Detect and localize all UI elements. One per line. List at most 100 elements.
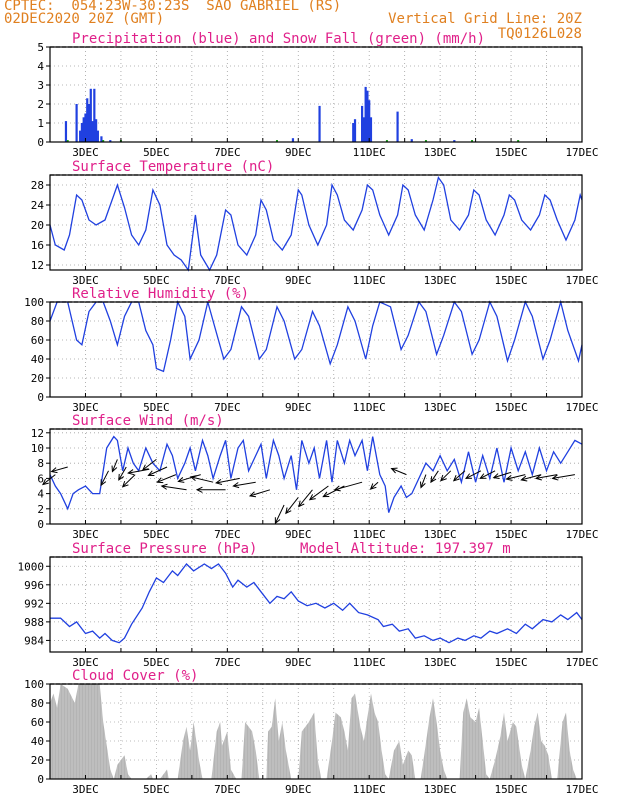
precip-bar [93, 88, 96, 142]
wind-vector [493, 471, 512, 479]
x-tick-label: 17DEC [565, 146, 598, 159]
y-tick-label: 2 [37, 503, 44, 516]
wind-vector [298, 489, 313, 507]
panel-subtitle: Model Altitude: 197.397 m [300, 541, 511, 557]
x-tick-label: 9DEC [285, 783, 312, 796]
y-tick-label: 0 [37, 136, 44, 149]
precip-bar [453, 140, 456, 142]
x-tick-label: 7DEC [214, 401, 241, 414]
wind-vector-head [534, 474, 542, 481]
y-tick-label: 100 [24, 678, 44, 691]
precip-bar [361, 105, 364, 142]
x-tick-label: 5DEC [143, 401, 170, 414]
panel-frame [49, 301, 583, 398]
y-tick-label: 28 [31, 179, 44, 192]
wind-vector [148, 466, 168, 476]
wind-vector-head [452, 474, 460, 482]
y-tick-label: 20 [31, 372, 44, 385]
x-tick-label: 7DEC [214, 274, 241, 287]
panel-frame [49, 556, 583, 653]
wind-vector-head [42, 478, 49, 486]
x-tick-label: 15DEC [495, 656, 528, 669]
wind-vector-head [121, 480, 129, 488]
panel-title: Cloud Cover (%) [72, 668, 198, 684]
header-code: TQ0126L028 [497, 26, 582, 42]
y-tick-label: 20 [31, 754, 44, 767]
wind-vector-head [333, 485, 341, 492]
wind-vector-head [127, 469, 135, 476]
precip-bar [369, 117, 373, 142]
x-tick-label: 17DEC [565, 401, 598, 414]
series-line-temp [49, 175, 583, 272]
y-tick-label: 40 [31, 735, 44, 748]
x-tick-label: 13DEC [424, 146, 457, 159]
precip-bar [368, 100, 371, 142]
y-tick-label: 0 [37, 391, 44, 404]
precip-bar [352, 123, 355, 142]
wind-vector-head [298, 500, 305, 508]
y-tick-label: 60 [31, 716, 44, 729]
snow-bar [275, 140, 278, 142]
y-tick-label: 4 [37, 60, 44, 73]
precip-bar [80, 123, 84, 142]
precip-bar [410, 139, 413, 142]
precip-bar [318, 105, 321, 142]
wind-vector-head [308, 494, 316, 501]
x-tick-label: 3DEC [72, 656, 99, 669]
wind-vector-head [156, 477, 164, 484]
x-tick-label: 5DEC [143, 656, 170, 669]
series-line-rh [49, 299, 583, 373]
header-grid-note: Vertical Grid Line: 20Z [388, 11, 582, 27]
snow-bar [385, 140, 388, 142]
x-tick-label: 11DEC [353, 528, 386, 541]
snow-bar [471, 140, 474, 142]
y-tick-label: 6 [37, 472, 44, 485]
wind-vector-head [177, 476, 185, 483]
x-tick-label: 3DEC [72, 401, 99, 414]
wind-vector [100, 470, 109, 486]
x-tick-label: 15DEC [495, 274, 528, 287]
y-tick-label: 1 [37, 117, 44, 130]
x-tick-label: 13DEC [424, 783, 457, 796]
y-tick-label: 12 [31, 259, 44, 272]
wind-vector [128, 468, 150, 474]
wind-vector [334, 481, 363, 491]
wind-vector [178, 474, 201, 482]
wind-vector [309, 485, 329, 501]
series-line-pres [50, 563, 583, 644]
wind-vector [465, 470, 482, 479]
precip-bar [96, 130, 99, 142]
precip-bar [82, 117, 85, 142]
panel-title: Surface Pressure (hPa) [72, 541, 257, 557]
precip-bar [79, 130, 82, 142]
wind-vector [420, 474, 427, 488]
wind-vector-head [440, 474, 447, 482]
y-tick-label: 5 [37, 41, 44, 54]
x-tick-label: 9DEC [285, 146, 312, 159]
wind-vector-head [50, 467, 58, 474]
x-tick-label: 3DEC [72, 274, 99, 287]
panel-frame [49, 174, 583, 271]
panel-pres: Surface Pressure (hPa) Model Altitude: 19… [18, 541, 599, 669]
y-tick-label: 20 [31, 219, 44, 232]
precip-bar [91, 121, 94, 142]
wind-vector-head [232, 482, 240, 489]
wind-vector [506, 474, 526, 480]
wind-vector [274, 504, 285, 524]
x-tick-label: 7DEC [214, 528, 241, 541]
snow-bar [102, 140, 105, 142]
wind-vector [233, 481, 256, 487]
header-station: CPTEC: 054:23W-30:23S SAO GABRIEL (RS) [4, 0, 342, 14]
x-tick-label: 13DEC [424, 401, 457, 414]
y-tick-label: 80 [31, 315, 44, 328]
y-tick-label: 0 [37, 773, 44, 786]
x-tick-label: 17DEC [565, 783, 598, 796]
wind-vector [535, 474, 558, 479]
wind-vector-head [274, 517, 281, 525]
x-tick-label: 5DEC [143, 783, 170, 796]
x-tick-label: 9DEC [285, 401, 312, 414]
cloud-area [50, 684, 582, 779]
precip-bar [364, 86, 367, 142]
y-tick-label: 996 [24, 579, 44, 592]
